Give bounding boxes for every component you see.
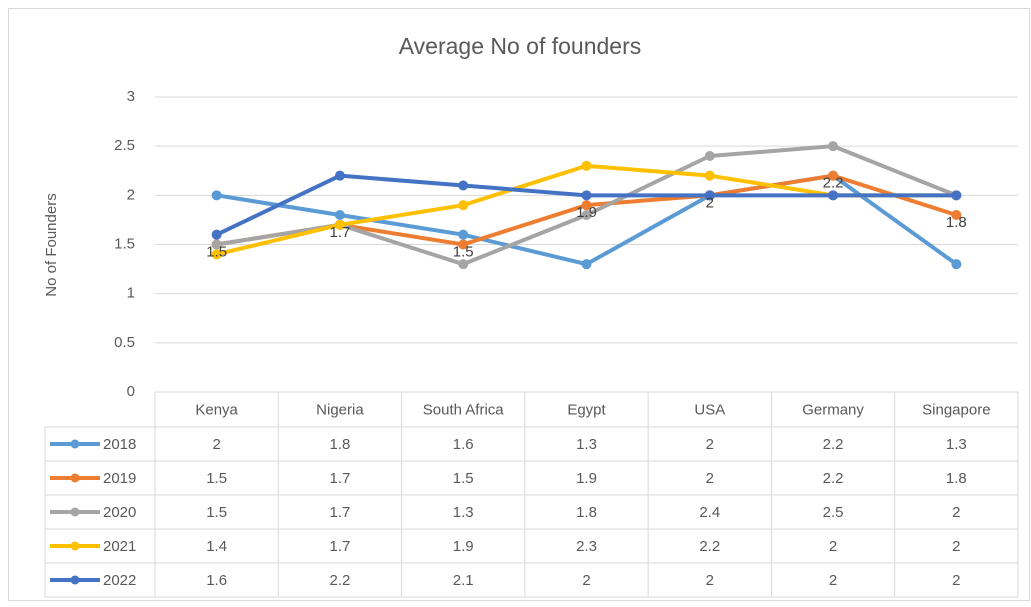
point (704, 151, 715, 161)
point (458, 229, 469, 240)
point (334, 219, 345, 230)
point (458, 180, 469, 191)
point (828, 141, 839, 152)
table-cell: 1.6 (453, 436, 474, 453)
table-header: Nigeria (316, 401, 364, 418)
y-tick-label: 1.5 (114, 235, 135, 252)
point (211, 239, 222, 250)
point (211, 229, 222, 240)
data-label: 1.9 (576, 204, 597, 221)
y-tick-label: 0 (127, 383, 135, 400)
table-cell: 1.7 (329, 538, 350, 555)
y-axis-label: No of Founders (43, 193, 60, 296)
point (458, 239, 469, 250)
point (581, 259, 592, 270)
table-cell: 2 (829, 572, 837, 589)
point (458, 200, 469, 211)
point (581, 210, 592, 220)
table-cell: 2 (706, 572, 714, 589)
point (334, 170, 345, 181)
table-cell: 1.7 (329, 470, 350, 487)
point (828, 190, 839, 201)
legend-marker (70, 439, 80, 449)
y-tick-label: 1 (127, 285, 135, 302)
point (458, 259, 469, 270)
data-label: 1.7 (329, 224, 350, 241)
table-cell: 1.9 (453, 538, 474, 555)
table-cell: 2.2 (699, 538, 720, 555)
data-label: 1.8 (946, 214, 967, 231)
table-cell: 1.4 (206, 538, 227, 555)
chart-frame (8, 8, 1030, 601)
table-cell: 2.4 (699, 504, 720, 521)
table-cell: 2 (706, 436, 714, 453)
point (704, 190, 715, 201)
table-header: Singapore (922, 401, 990, 418)
y-tick-label: 2.5 (114, 137, 135, 154)
table-cell: 1.5 (206, 470, 227, 487)
legend-marker (70, 507, 80, 517)
table-cell: 2.2 (823, 470, 844, 487)
data-label: 1.5 (206, 243, 227, 260)
table-cell: 1.3 (946, 436, 967, 453)
point (828, 170, 839, 181)
table-cell: 2.3 (576, 538, 597, 555)
table-cell: 1.8 (576, 504, 597, 521)
legend-marker (70, 473, 80, 483)
table-cell: 1.3 (453, 504, 474, 521)
point (211, 249, 222, 260)
data-label: 2 (706, 194, 714, 211)
table-cell: 2.2 (329, 572, 350, 589)
point (334, 210, 345, 220)
point (581, 190, 592, 201)
y-tick-label: 3 (127, 88, 135, 105)
point (951, 259, 962, 270)
legend-marker (70, 541, 80, 551)
legend-label: 2022 (103, 572, 136, 589)
table-cell: 2 (952, 538, 960, 555)
table-cell: 2 (952, 504, 960, 521)
legend-label: 2021 (103, 538, 136, 555)
table-cell: 2.2 (823, 436, 844, 453)
table-cell: 2 (829, 538, 837, 555)
point (581, 200, 592, 211)
data-label: 1.5 (453, 243, 474, 260)
table-cell: 2 (706, 470, 714, 487)
table-cell: 2 (952, 572, 960, 589)
table-header: South Africa (423, 401, 505, 418)
table-cell: 1.7 (329, 504, 350, 521)
legend-marker (70, 575, 80, 585)
table-cell: 1.5 (453, 470, 474, 487)
data-label: 2.2 (823, 175, 844, 192)
legend-label: 2018 (103, 436, 136, 453)
table-cell: 1.3 (576, 436, 597, 453)
point (581, 160, 592, 171)
legend-label: 2019 (103, 470, 136, 487)
table-header: USA (694, 401, 725, 418)
table-cell: 2.1 (453, 572, 474, 589)
point (951, 210, 962, 220)
table-cell: 1.8 (329, 436, 350, 453)
point (211, 190, 222, 201)
table-cell: 1.9 (576, 470, 597, 487)
point (951, 190, 962, 201)
point (704, 170, 715, 181)
y-tick-label: 2 (127, 186, 135, 203)
chart-title: Average No of founders (399, 33, 642, 59)
table-cell: 2 (582, 572, 590, 589)
table-cell: 2 (212, 436, 220, 453)
y-tick-label: 0.5 (114, 334, 135, 351)
table-cell: 1.6 (206, 572, 227, 589)
table-cell: 1.5 (206, 504, 227, 521)
legend-label: 2020 (103, 504, 136, 521)
table-header: Kenya (195, 401, 238, 418)
table-cell: 2.5 (823, 504, 844, 521)
table-header: Egypt (567, 401, 606, 418)
table-cell: 1.8 (946, 470, 967, 487)
table-header: Germany (802, 401, 864, 418)
